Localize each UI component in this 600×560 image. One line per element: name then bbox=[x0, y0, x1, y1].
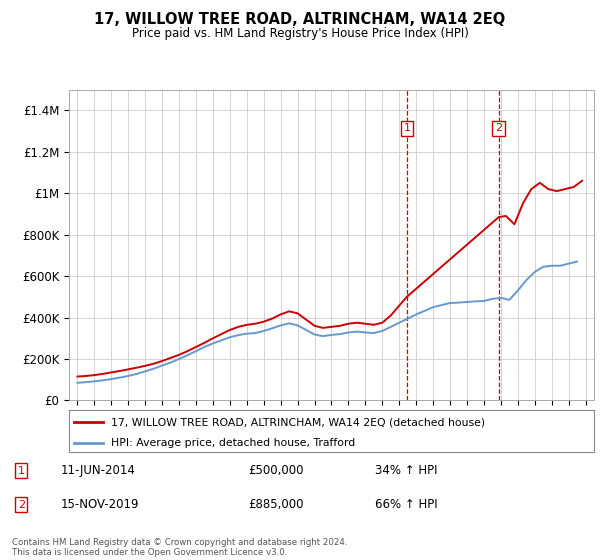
Text: HPI: Average price, detached house, Trafford: HPI: Average price, detached house, Traf… bbox=[111, 438, 355, 448]
Text: 2: 2 bbox=[18, 500, 25, 510]
Text: £500,000: £500,000 bbox=[248, 464, 304, 477]
Text: 1: 1 bbox=[18, 466, 25, 476]
Text: 17, WILLOW TREE ROAD, ALTRINCHAM, WA14 2EQ: 17, WILLOW TREE ROAD, ALTRINCHAM, WA14 2… bbox=[94, 12, 506, 27]
Text: 66% ↑ HPI: 66% ↑ HPI bbox=[375, 498, 437, 511]
Text: 34% ↑ HPI: 34% ↑ HPI bbox=[375, 464, 437, 477]
Text: £885,000: £885,000 bbox=[248, 498, 304, 511]
Text: Contains HM Land Registry data © Crown copyright and database right 2024.
This d: Contains HM Land Registry data © Crown c… bbox=[12, 538, 347, 557]
Text: Price paid vs. HM Land Registry's House Price Index (HPI): Price paid vs. HM Land Registry's House … bbox=[131, 27, 469, 40]
Text: 17, WILLOW TREE ROAD, ALTRINCHAM, WA14 2EQ (detached house): 17, WILLOW TREE ROAD, ALTRINCHAM, WA14 2… bbox=[111, 417, 485, 427]
Text: 1: 1 bbox=[403, 123, 410, 133]
Text: 2: 2 bbox=[495, 123, 502, 133]
Text: 15-NOV-2019: 15-NOV-2019 bbox=[61, 498, 139, 511]
Text: 11-JUN-2014: 11-JUN-2014 bbox=[61, 464, 136, 477]
